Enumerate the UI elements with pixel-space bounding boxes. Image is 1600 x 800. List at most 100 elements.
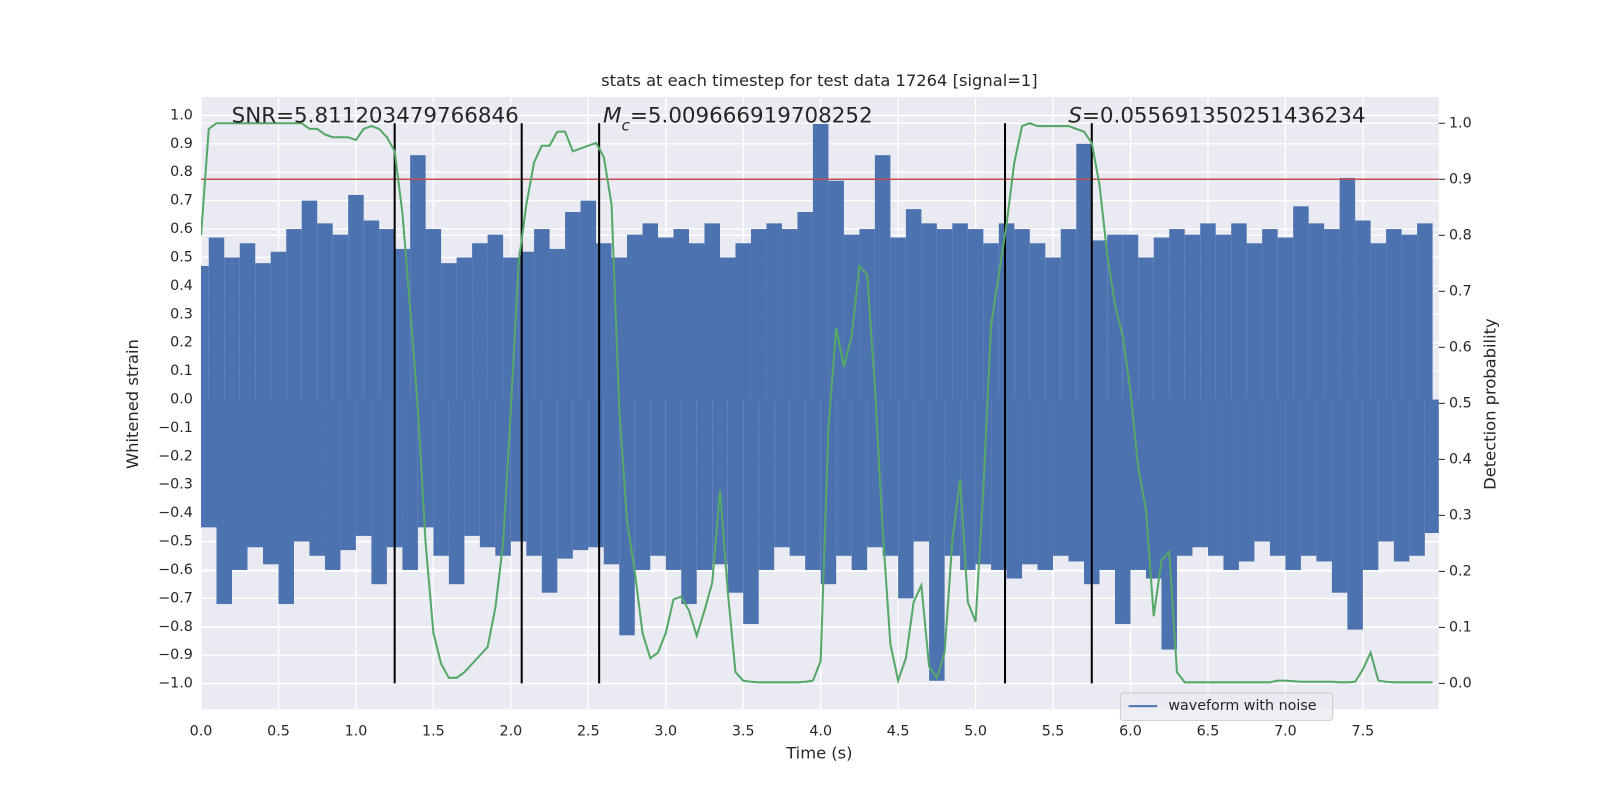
waveform-sample — [1099, 399, 1116, 570]
legend-box — [1119, 692, 1334, 721]
waveform-sample — [1401, 234, 1418, 400]
waveform-sample — [704, 223, 720, 400]
waveform-sample — [270, 251, 287, 400]
waveform-sample — [1324, 229, 1340, 400]
y2-tick-label: 0.7 — [1449, 283, 1472, 299]
waveform-sample — [572, 399, 589, 551]
waveform-sample — [1300, 399, 1317, 556]
waveform-sample — [1269, 399, 1286, 556]
waveform-sample — [1386, 229, 1402, 400]
waveform-sample — [1153, 237, 1170, 400]
y-tick-label: 0.8 — [170, 164, 193, 180]
waveform-sample — [1045, 257, 1061, 400]
waveform-sample — [1091, 240, 1108, 400]
waveform-sample — [208, 237, 225, 400]
waveform-sample — [441, 263, 457, 400]
y-tick-label: 0.4 — [170, 278, 193, 294]
x-tick-label: 4.0 — [809, 724, 832, 740]
waveform-sample — [1176, 399, 1193, 556]
waveform-sample — [1393, 399, 1410, 562]
waveform-sample — [681, 399, 697, 605]
y-tick-label: −0.4 — [158, 505, 193, 521]
x-tick-label: 5.0 — [964, 724, 987, 740]
waveform-sample — [1037, 399, 1054, 570]
annotation: SNR=5.811203479766846 — [232, 103, 519, 128]
y-tick-label: 1.0 — [170, 107, 193, 123]
waveform-sample — [789, 399, 806, 556]
waveform-sample — [1262, 229, 1278, 400]
waveform-sample — [216, 399, 233, 605]
waveform-sample — [642, 223, 659, 400]
waveform-sample — [1339, 177, 1356, 400]
waveform-sample — [665, 399, 682, 570]
annotation: Mc=5.009666919708252 — [603, 103, 873, 134]
waveform-sample — [417, 399, 434, 528]
waveform-sample — [1192, 399, 1208, 548]
waveform-sample — [719, 257, 736, 400]
waveform-sample — [650, 399, 666, 556]
waveform-sample — [921, 223, 937, 400]
x-tick-label: 7.0 — [1274, 724, 1297, 740]
y2-tick-label: 0.1 — [1449, 619, 1472, 635]
waveform-sample — [348, 194, 364, 400]
waveform-sample — [828, 180, 844, 400]
y2-axis-label: Detection probability — [1480, 318, 1499, 490]
waveform-sample — [402, 399, 418, 570]
waveform-sample — [410, 155, 426, 400]
y-tick-label: −0.2 — [158, 448, 193, 464]
waveform-sample — [797, 212, 813, 400]
x-tick-label: 2.0 — [500, 724, 523, 740]
y-tick-label: 0.1 — [170, 363, 193, 379]
waveform-sample — [371, 399, 387, 585]
waveform-sample — [727, 399, 744, 593]
waveform-sample — [278, 399, 294, 605]
waveform-sample — [750, 229, 767, 400]
waveform-sample — [247, 399, 263, 548]
waveform-sample — [1060, 229, 1077, 400]
x-tick-label: 3.0 — [654, 724, 677, 740]
waveform-sample — [255, 263, 271, 400]
y-tick-label: 0.5 — [170, 249, 193, 265]
waveform-sample — [1022, 399, 1038, 565]
waveform-sample — [324, 399, 341, 570]
waveform-sample — [1138, 257, 1154, 400]
waveform-sample — [1285, 399, 1301, 570]
waveform-sample — [588, 399, 604, 548]
waveform-sample — [433, 399, 449, 556]
waveform-sample — [332, 234, 349, 400]
waveform-sample — [425, 229, 442, 400]
y2-tick-label: 0.4 — [1449, 451, 1472, 467]
y-tick-label: 0.2 — [170, 335, 193, 351]
x-tick-label: 2.5 — [577, 724, 600, 740]
waveform-sample — [262, 399, 279, 565]
waveform-sample — [201, 399, 217, 528]
waveform-sample — [1029, 243, 1046, 400]
waveform-sample — [1409, 399, 1425, 556]
waveform-sample — [448, 399, 465, 585]
waveform-sample — [394, 248, 411, 400]
x-tick-label: 0.0 — [190, 724, 213, 740]
waveform-sample — [1200, 223, 1216, 400]
waveform-sample — [232, 399, 248, 570]
waveform-sample — [805, 399, 821, 570]
waveform-sample — [1424, 399, 1439, 534]
waveform-sample — [1107, 234, 1123, 400]
waveform-sample — [712, 399, 728, 565]
waveform-sample — [293, 399, 310, 542]
waveform-sample — [890, 237, 906, 400]
waveform-sample — [735, 243, 751, 400]
x-tick-label: 4.5 — [887, 724, 910, 740]
y2-tick-label: 0.3 — [1449, 507, 1472, 523]
waveform-sample — [627, 234, 643, 400]
y-tick-label: 0.3 — [170, 306, 193, 322]
annotation: S=0.055691350251436234 — [1068, 103, 1365, 128]
legend-label: waveform with noise — [1168, 698, 1316, 714]
waveform-sample — [991, 399, 1007, 570]
waveform-sample — [557, 399, 573, 559]
waveform-sample — [1145, 399, 1162, 579]
waveform-sample — [1207, 399, 1224, 556]
waveform-sample — [1238, 399, 1255, 562]
annotation-text: SNR=5.811203479766846 — [232, 103, 519, 128]
waveform-sample — [743, 399, 759, 624]
